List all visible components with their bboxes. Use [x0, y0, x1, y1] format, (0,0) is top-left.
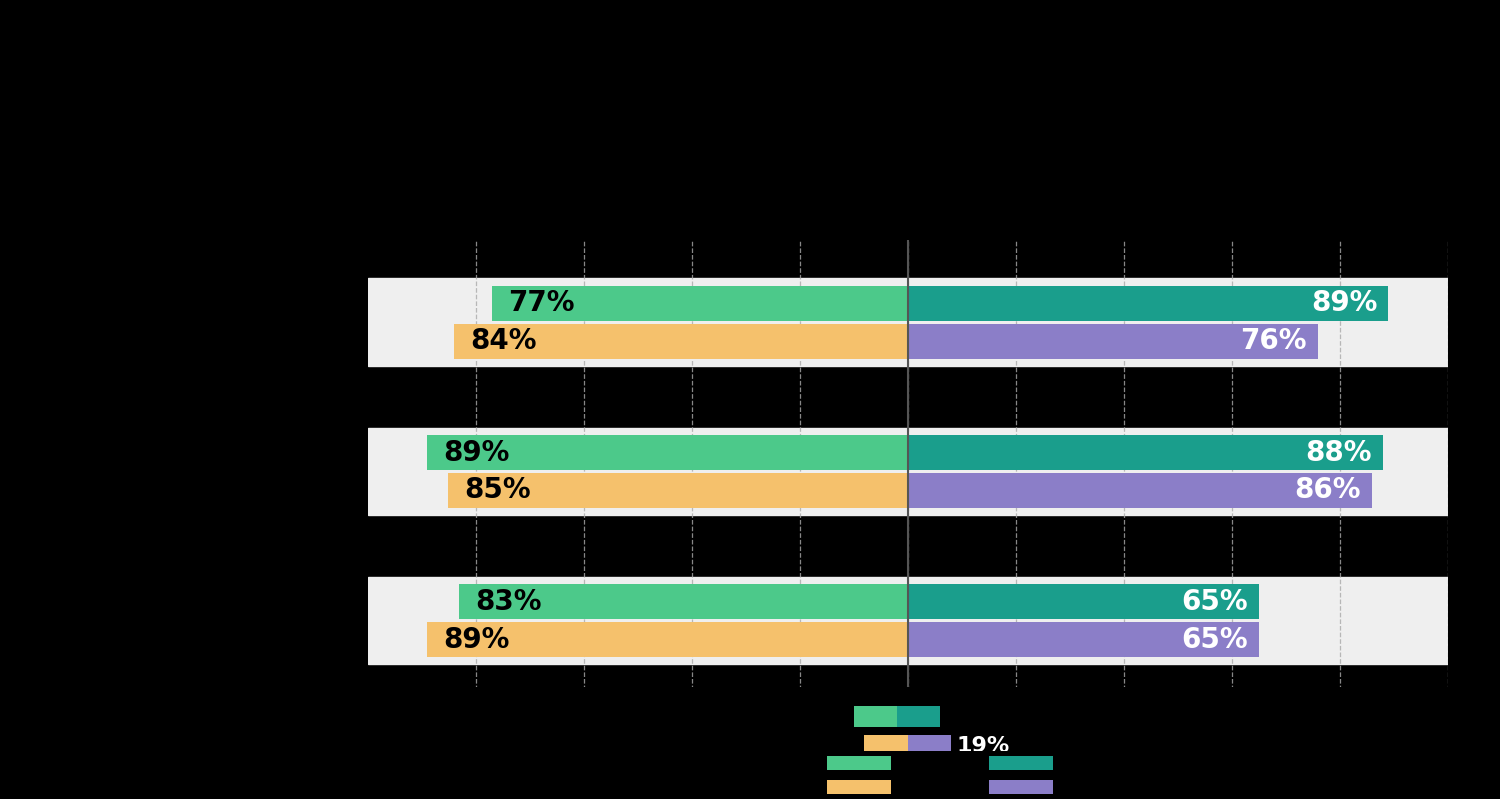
Text: 85%: 85% [465, 476, 531, 504]
Bar [864, 735, 907, 756]
Bar [492, 286, 908, 320]
Bar [368, 577, 1448, 665]
Text: 76%: 76% [1240, 327, 1306, 355]
Bar [853, 706, 897, 727]
Bar [908, 324, 1318, 359]
Bar [988, 756, 1053, 770]
Text: 88%: 88% [1305, 439, 1372, 467]
Text: 19%: 19% [956, 736, 1010, 756]
Text: 77%: 77% [509, 289, 574, 317]
Text: 86%: 86% [1294, 476, 1360, 504]
Text: 89%: 89% [442, 626, 510, 654]
Bar [827, 756, 891, 770]
Text: 84%: 84% [470, 327, 537, 355]
Bar [368, 278, 1448, 366]
Bar [908, 435, 1383, 470]
Bar [988, 780, 1053, 794]
Bar [908, 473, 1372, 508]
Bar [908, 622, 1258, 657]
Bar [454, 324, 908, 359]
Bar [908, 286, 1388, 320]
Bar [908, 735, 951, 756]
Bar [459, 584, 908, 619]
Bar [897, 706, 940, 727]
Text: 83%: 83% [476, 588, 542, 616]
Bar [368, 427, 1448, 515]
Bar [908, 584, 1258, 619]
Text: 65%: 65% [1180, 626, 1248, 654]
Text: 89%: 89% [1311, 289, 1377, 317]
Bar [427, 435, 908, 470]
Bar [427, 622, 908, 657]
Bar [448, 473, 908, 508]
Text: 65%: 65% [1180, 588, 1248, 616]
Bar [827, 780, 891, 794]
Text: 89%: 89% [442, 439, 510, 467]
